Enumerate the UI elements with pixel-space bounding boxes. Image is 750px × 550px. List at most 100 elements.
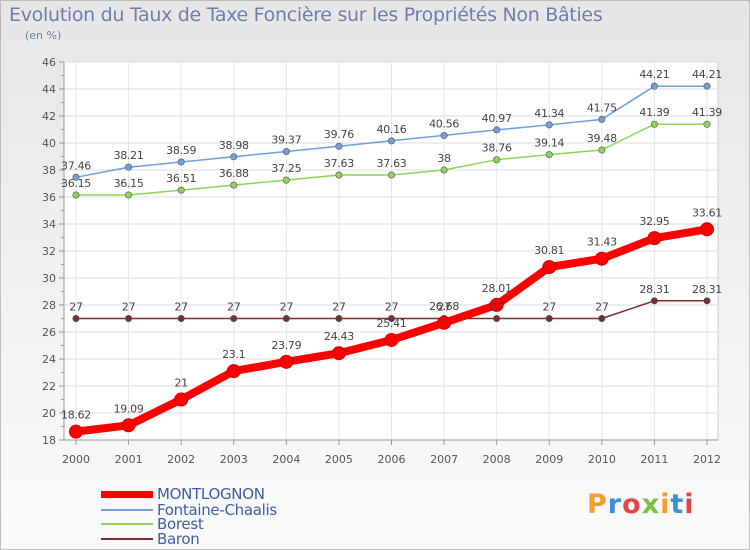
data-label-montlognon-2002: 21 xyxy=(174,377,187,390)
y-tick-label-46: 46 xyxy=(42,56,56,69)
y-tick-label-22: 22 xyxy=(42,380,56,393)
y-tick-label-20: 20 xyxy=(42,407,56,420)
x-tick-label-2009: 2009 xyxy=(535,453,563,466)
legend-item-fontaine-chaalis[interactable]: Fontaine-Chaalis xyxy=(101,502,277,518)
point-borest-2003 xyxy=(230,181,238,189)
data-label-borest-2004: 37.25 xyxy=(271,162,301,175)
point-montlognon-2004 xyxy=(279,354,294,369)
chart-title: Evolution du Taux de Taxe Foncière sur l… xyxy=(9,4,603,26)
data-label-montlognon-2009: 30.81 xyxy=(534,244,564,257)
x-tick-label-2007: 2007 xyxy=(430,453,458,466)
brand-letter: i xyxy=(660,489,671,520)
data-label-montlognon-2008: 28.01 xyxy=(482,282,512,295)
x-tick-label-2012: 2012 xyxy=(693,453,721,466)
point-baron-2005 xyxy=(335,314,343,322)
x-tick-label-2006: 2006 xyxy=(378,453,406,466)
y-tick-label-24: 24 xyxy=(42,353,56,366)
point-baron-2011 xyxy=(650,297,658,305)
data-label-fontaine-chaalis-2010: 41.75 xyxy=(587,101,617,114)
legend-label-fontaine-chaalis: Fontaine-Chaalis xyxy=(157,500,277,519)
data-label-borest-2006: 37.63 xyxy=(377,157,407,170)
x-tick-label-2005: 2005 xyxy=(325,453,353,466)
point-fontaine-chaalis-2006 xyxy=(387,137,395,145)
y-tick-label-42: 42 xyxy=(42,110,56,123)
point-baron-2002 xyxy=(177,314,185,322)
data-label-baron-2012: 28.31 xyxy=(692,283,722,296)
legend-swatch-baron xyxy=(101,538,153,540)
point-fontaine-chaalis-2007 xyxy=(440,131,448,139)
legend-swatch-montlognon xyxy=(101,490,153,498)
point-borest-2002 xyxy=(177,186,185,194)
data-label-montlognon-2006: 25.41 xyxy=(377,317,407,330)
point-fontaine-chaalis-2011 xyxy=(650,82,658,90)
data-label-fontaine-chaalis-2008: 40.97 xyxy=(482,112,512,125)
brand-letter: t xyxy=(670,489,685,520)
x-tick-label-2008: 2008 xyxy=(483,453,511,466)
unit-label: (en %) xyxy=(25,29,62,42)
data-label-fontaine-chaalis-2011: 44.21 xyxy=(639,68,669,81)
data-label-baron-2004: 27 xyxy=(280,301,294,314)
data-label-baron-2000: 27 xyxy=(69,301,83,314)
x-tick-label-2004: 2004 xyxy=(272,453,300,466)
data-label-fontaine-chaalis-2001: 38.21 xyxy=(114,149,144,162)
legend-swatch-fontaine-chaalis xyxy=(101,509,153,511)
point-borest-2000 xyxy=(72,191,80,199)
data-label-fontaine-chaalis-2003: 38.98 xyxy=(219,139,249,152)
y-tick-label-26: 26 xyxy=(42,326,56,339)
point-fontaine-chaalis-2002 xyxy=(177,158,185,166)
data-label-baron-2008: 27 xyxy=(490,301,504,314)
point-fontaine-chaalis-2009 xyxy=(545,121,553,129)
point-fontaine-chaalis-2000 xyxy=(72,173,80,181)
point-borest-2006 xyxy=(387,171,395,179)
y-tick-label-28: 28 xyxy=(42,299,56,312)
data-label-borest-2002: 36.51 xyxy=(166,172,196,185)
data-label-fontaine-chaalis-2012: 44.21 xyxy=(692,68,722,81)
point-montlognon-2002 xyxy=(174,392,189,407)
point-fontaine-chaalis-2005 xyxy=(335,142,343,150)
legend-label-borest: Borest xyxy=(157,514,204,533)
data-label-baron-2007: 27 xyxy=(437,301,451,314)
data-label-borest-2011: 41.39 xyxy=(639,106,669,119)
x-tick-label-2000: 2000 xyxy=(62,453,90,466)
point-montlognon-2012 xyxy=(700,222,714,237)
point-borest-2011 xyxy=(650,120,658,128)
data-label-montlognon-2003: 23.1 xyxy=(222,348,245,361)
x-tick-label-2010: 2010 xyxy=(588,453,616,466)
legend-label-montlognon: MONTLOGNON xyxy=(157,484,265,503)
point-baron-2004 xyxy=(282,314,290,322)
point-fontaine-chaalis-2010 xyxy=(598,115,606,123)
point-borest-2009 xyxy=(545,151,553,159)
legend-item-baron[interactable]: Baron xyxy=(101,531,200,547)
legend-swatch-borest xyxy=(101,523,153,525)
legend-item-borest[interactable]: Borest xyxy=(101,514,204,533)
point-fontaine-chaalis-2008 xyxy=(493,126,501,134)
legend-label-baron: Baron xyxy=(157,529,200,548)
data-label-fontaine-chaalis-2006: 40.16 xyxy=(377,123,407,136)
point-montlognon-2011 xyxy=(647,231,662,246)
point-baron-2006 xyxy=(387,314,395,322)
y-tick-label-30: 30 xyxy=(42,272,56,285)
point-montlognon-2009 xyxy=(542,260,557,275)
data-label-baron-2005: 27 xyxy=(332,301,346,314)
data-label-montlognon-2012: 33.61 xyxy=(692,206,722,219)
point-montlognon-2003 xyxy=(226,364,241,379)
y-tick-label-44: 44 xyxy=(42,83,56,96)
brand-logo: Proxiti xyxy=(587,489,695,520)
data-label-montlognon-2011: 32.95 xyxy=(639,215,669,228)
legend-item-montlognon[interactable]: MONTLOGNON xyxy=(101,486,265,502)
y-tick-label-18: 18 xyxy=(42,434,56,447)
point-borest-2005 xyxy=(335,171,343,179)
point-borest-2007 xyxy=(440,166,448,174)
y-tick-label-36: 36 xyxy=(42,191,56,204)
point-montlognon-2006 xyxy=(384,332,399,347)
data-label-baron-2002: 27 xyxy=(174,301,188,314)
data-label-borest-2009: 39.14 xyxy=(534,137,564,150)
brand-letter: i xyxy=(684,489,695,520)
data-labels: 27 27 27 27 27 27 27 27 27 27 27 28.31 28.31 36.15 36.… xyxy=(61,68,723,421)
point-fontaine-chaalis-2001 xyxy=(125,163,133,171)
data-label-borest-2005: 37.63 xyxy=(324,157,354,170)
data-label-borest-2007: 38 xyxy=(437,152,451,165)
data-label-baron-2011: 28.31 xyxy=(639,283,669,296)
